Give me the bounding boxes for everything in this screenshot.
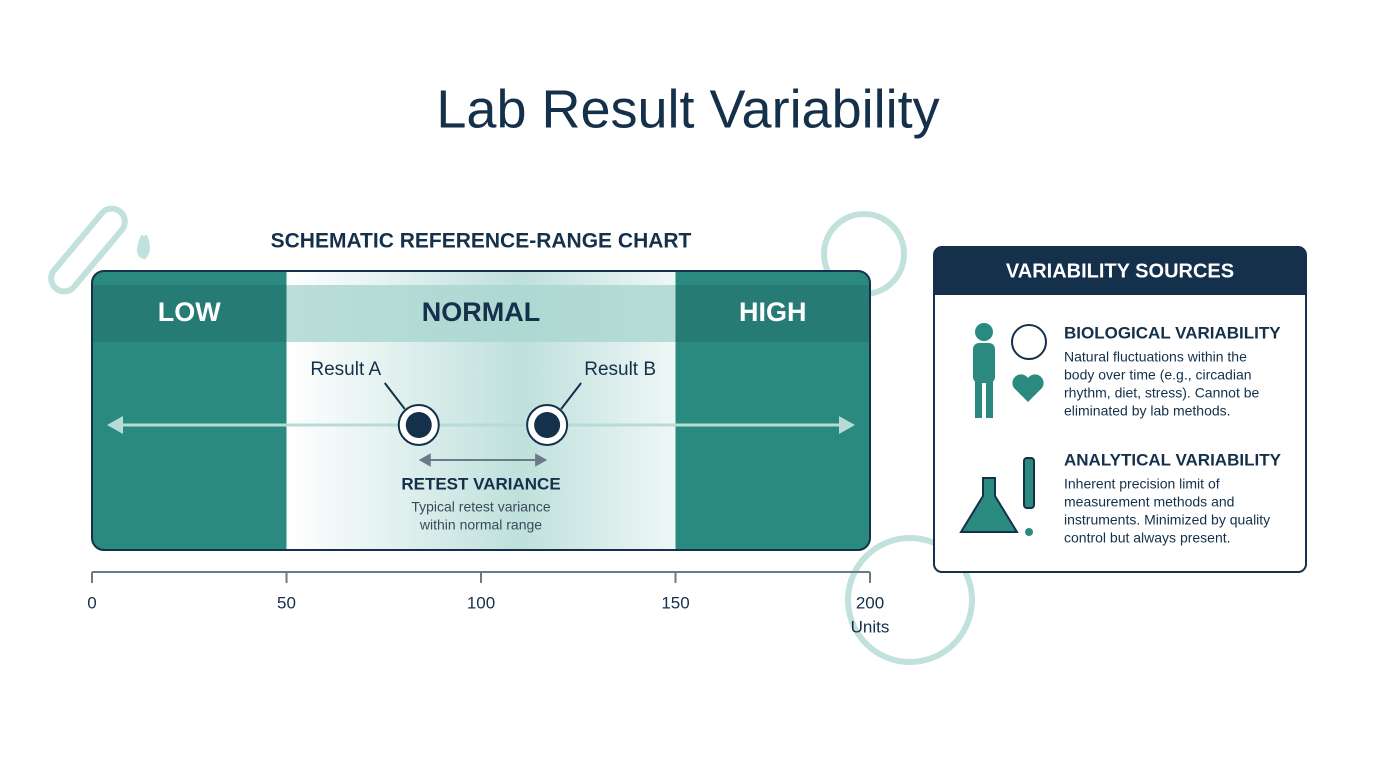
subtitle: SCHEMATIC REFERENCE-RANGE CHART — [271, 230, 692, 253]
section-text: instruments. Minimized by quality — [1064, 512, 1270, 528]
section-title: ANALYTICAL VARIABILITY — [1064, 450, 1282, 469]
title: Lab Result Variability — [436, 79, 939, 139]
section-text: rhythm, diet, stress). Cannot be — [1064, 385, 1260, 401]
chart-frame — [91, 270, 871, 551]
x-tick-label: 100 — [467, 593, 495, 612]
retest-arrow — [418, 453, 548, 467]
zone-label: HIGH — [739, 297, 807, 327]
leader-line — [560, 382, 582, 410]
annotation-text: Typical retest variance — [411, 499, 550, 515]
section-text: body over time (e.g., circadian — [1064, 367, 1252, 383]
x-tick-label: 150 — [661, 593, 689, 612]
icon-body — [973, 323, 1047, 418]
zone-label: LOW — [158, 297, 221, 327]
leader-line — [383, 382, 406, 410]
section-text: eliminated by lab methods. — [1064, 403, 1231, 419]
sidebar-header — [934, 247, 1306, 295]
zone-header — [675, 285, 870, 342]
result-dot — [405, 412, 432, 438]
icon-flask — [959, 457, 1035, 536]
point-label: Result B — [584, 359, 656, 380]
section-title: BIOLOGICAL VARIABILITY — [1064, 323, 1281, 342]
result-dot — [534, 412, 561, 438]
sidebar: VARIABILITY SOURCES BIOLOGICAL VARIABILI… — [933, 246, 1307, 573]
section-text: control but always present. — [1064, 530, 1231, 546]
x-tick-label: 200 — [856, 593, 884, 612]
section-text: Natural fluctuations within the — [1064, 349, 1247, 365]
section-text: Inherent precision limit of — [1064, 476, 1220, 492]
x-axis-label: Units — [851, 617, 890, 636]
zone-header — [92, 285, 287, 342]
sidebar-title: VARIABILITY SOURCES — [1006, 260, 1234, 282]
annotation-title: RETEST VARIANCE — [401, 474, 560, 493]
annotation-text: within normal range — [419, 517, 542, 533]
zone-label: NORMAL — [422, 297, 540, 327]
x-tick-label: 50 — [277, 593, 296, 612]
point-label: Result A — [310, 359, 381, 380]
section-text: measurement methods and — [1064, 494, 1234, 510]
x-tick-label: 0 — [87, 593, 96, 612]
zones — [92, 271, 870, 550]
zone-header — [286, 285, 676, 342]
plot: LOW NORMAL HIGH Result A Result B RETEST VARI… — [87, 297, 889, 636]
